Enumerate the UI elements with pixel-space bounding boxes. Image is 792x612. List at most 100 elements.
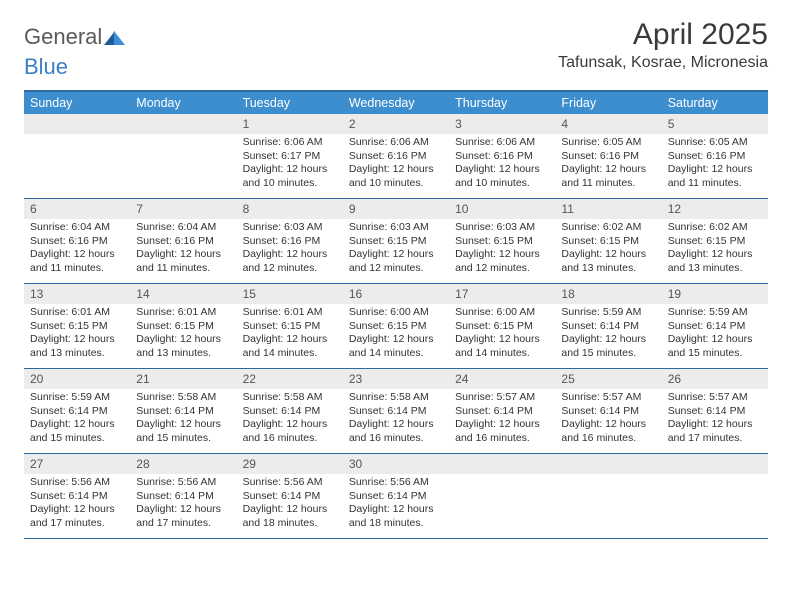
daylight-text-1: Daylight: 12 hours [30,418,124,432]
calendar-day: 11Sunrise: 6:02 AMSunset: 6:15 PMDayligh… [555,199,661,283]
calendar-day: 12Sunrise: 6:02 AMSunset: 6:15 PMDayligh… [662,199,768,283]
sunrise-text: Sunrise: 6:04 AM [136,221,230,235]
sunrise-text: Sunrise: 6:01 AM [30,306,124,320]
sunrise-text: Sunrise: 6:05 AM [668,136,762,150]
calendar-day: 1Sunrise: 6:06 AMSunset: 6:17 PMDaylight… [237,114,343,198]
calendar-day: 29Sunrise: 5:56 AMSunset: 6:14 PMDayligh… [237,454,343,538]
weekday-header: Saturday [662,92,768,114]
sunrise-text: Sunrise: 6:03 AM [243,221,337,235]
sunset-text: Sunset: 6:14 PM [561,320,655,334]
calendar-day: 2Sunrise: 6:06 AMSunset: 6:16 PMDaylight… [343,114,449,198]
daylight-text-2: and 17 minutes. [136,517,230,531]
sunrise-text: Sunrise: 6:03 AM [349,221,443,235]
day-number: 17 [449,284,555,304]
day-content: Sunrise: 5:58 AMSunset: 6:14 PMDaylight:… [130,389,236,450]
daylight-text-1: Daylight: 12 hours [455,418,549,432]
day-number: 10 [449,199,555,219]
sunset-text: Sunset: 6:15 PM [30,320,124,334]
daylight-text-2: and 13 minutes. [668,262,762,276]
sunset-text: Sunset: 6:15 PM [349,235,443,249]
day-content: Sunrise: 5:58 AMSunset: 6:14 PMDaylight:… [237,389,343,450]
day-number: 6 [24,199,130,219]
daylight-text-2: and 14 minutes. [243,347,337,361]
day-number: 11 [555,199,661,219]
calendar-body: 1Sunrise: 6:06 AMSunset: 6:17 PMDaylight… [24,114,768,539]
calendar-week: 6Sunrise: 6:04 AMSunset: 6:16 PMDaylight… [24,199,768,284]
day-number [662,454,768,474]
day-number: 2 [343,114,449,134]
sunset-text: Sunset: 6:15 PM [136,320,230,334]
calendar-day [130,114,236,198]
day-content: Sunrise: 6:01 AMSunset: 6:15 PMDaylight:… [24,304,130,365]
sunset-text: Sunset: 6:14 PM [136,490,230,504]
sunrise-text: Sunrise: 6:05 AM [561,136,655,150]
weekday-header: Monday [130,92,236,114]
day-content: Sunrise: 6:04 AMSunset: 6:16 PMDaylight:… [130,219,236,280]
day-content: Sunrise: 5:59 AMSunset: 6:14 PMDaylight:… [662,304,768,365]
sunset-text: Sunset: 6:15 PM [349,320,443,334]
day-content: Sunrise: 6:04 AMSunset: 6:16 PMDaylight:… [24,219,130,280]
calendar-week: 1Sunrise: 6:06 AMSunset: 6:17 PMDaylight… [24,114,768,199]
sunrise-text: Sunrise: 5:56 AM [30,476,124,490]
calendar-day: 4Sunrise: 6:05 AMSunset: 6:16 PMDaylight… [555,114,661,198]
sunset-text: Sunset: 6:14 PM [243,490,337,504]
daylight-text-1: Daylight: 12 hours [561,333,655,347]
day-number: 25 [555,369,661,389]
calendar-day: 16Sunrise: 6:00 AMSunset: 6:15 PMDayligh… [343,284,449,368]
daylight-text-2: and 16 minutes. [243,432,337,446]
sunset-text: Sunset: 6:14 PM [561,405,655,419]
calendar-day: 5Sunrise: 6:05 AMSunset: 6:16 PMDaylight… [662,114,768,198]
day-content: Sunrise: 6:06 AMSunset: 6:16 PMDaylight:… [449,134,555,195]
sunset-text: Sunset: 6:14 PM [668,405,762,419]
sunrise-text: Sunrise: 6:03 AM [455,221,549,235]
title-block: April 2025 Tafunsak, Kosrae, Micronesia [558,18,768,72]
calendar-day: 9Sunrise: 6:03 AMSunset: 6:15 PMDaylight… [343,199,449,283]
sunrise-text: Sunrise: 5:57 AM [668,391,762,405]
day-content: Sunrise: 5:57 AMSunset: 6:14 PMDaylight:… [449,389,555,450]
sunrise-text: Sunrise: 5:56 AM [136,476,230,490]
daylight-text-2: and 10 minutes. [455,177,549,191]
calendar-day: 28Sunrise: 5:56 AMSunset: 6:14 PMDayligh… [130,454,236,538]
sunset-text: Sunset: 6:15 PM [455,235,549,249]
day-content: Sunrise: 5:59 AMSunset: 6:14 PMDaylight:… [24,389,130,450]
daylight-text-1: Daylight: 12 hours [349,163,443,177]
day-content: Sunrise: 5:56 AMSunset: 6:14 PMDaylight:… [24,474,130,535]
calendar-day: 18Sunrise: 5:59 AMSunset: 6:14 PMDayligh… [555,284,661,368]
daylight-text-2: and 14 minutes. [455,347,549,361]
sunrise-text: Sunrise: 6:01 AM [136,306,230,320]
day-number: 27 [24,454,130,474]
sunrise-text: Sunrise: 6:00 AM [455,306,549,320]
sunset-text: Sunset: 6:14 PM [455,405,549,419]
calendar-day: 15Sunrise: 6:01 AMSunset: 6:15 PMDayligh… [237,284,343,368]
day-content: Sunrise: 5:56 AMSunset: 6:14 PMDaylight:… [343,474,449,535]
daylight-text-2: and 11 minutes. [561,177,655,191]
calendar-week: 20Sunrise: 5:59 AMSunset: 6:14 PMDayligh… [24,369,768,454]
daylight-text-1: Daylight: 12 hours [455,333,549,347]
day-number: 8 [237,199,343,219]
day-content: Sunrise: 6:01 AMSunset: 6:15 PMDaylight:… [237,304,343,365]
daylight-text-1: Daylight: 12 hours [243,503,337,517]
day-content: Sunrise: 6:03 AMSunset: 6:15 PMDaylight:… [343,219,449,280]
weekday-header-row: SundayMondayTuesdayWednesdayThursdayFrid… [24,92,768,114]
day-number: 13 [24,284,130,304]
daylight-text-1: Daylight: 12 hours [349,503,443,517]
day-content: Sunrise: 6:06 AMSunset: 6:16 PMDaylight:… [343,134,449,195]
daylight-text-2: and 13 minutes. [561,262,655,276]
sunrise-text: Sunrise: 6:02 AM [668,221,762,235]
daylight-text-2: and 10 minutes. [243,177,337,191]
daylight-text-2: and 18 minutes. [243,517,337,531]
day-number: 12 [662,199,768,219]
daylight-text-2: and 18 minutes. [349,517,443,531]
sunset-text: Sunset: 6:16 PM [561,150,655,164]
day-number: 30 [343,454,449,474]
daylight-text-2: and 13 minutes. [136,347,230,361]
day-content: Sunrise: 5:56 AMSunset: 6:14 PMDaylight:… [130,474,236,535]
daylight-text-1: Daylight: 12 hours [668,333,762,347]
sunset-text: Sunset: 6:15 PM [668,235,762,249]
page-title: April 2025 [558,18,768,52]
sunset-text: Sunset: 6:14 PM [243,405,337,419]
daylight-text-2: and 16 minutes. [561,432,655,446]
calendar-day: 13Sunrise: 6:01 AMSunset: 6:15 PMDayligh… [24,284,130,368]
sunrise-text: Sunrise: 6:02 AM [561,221,655,235]
daylight-text-1: Daylight: 12 hours [349,418,443,432]
